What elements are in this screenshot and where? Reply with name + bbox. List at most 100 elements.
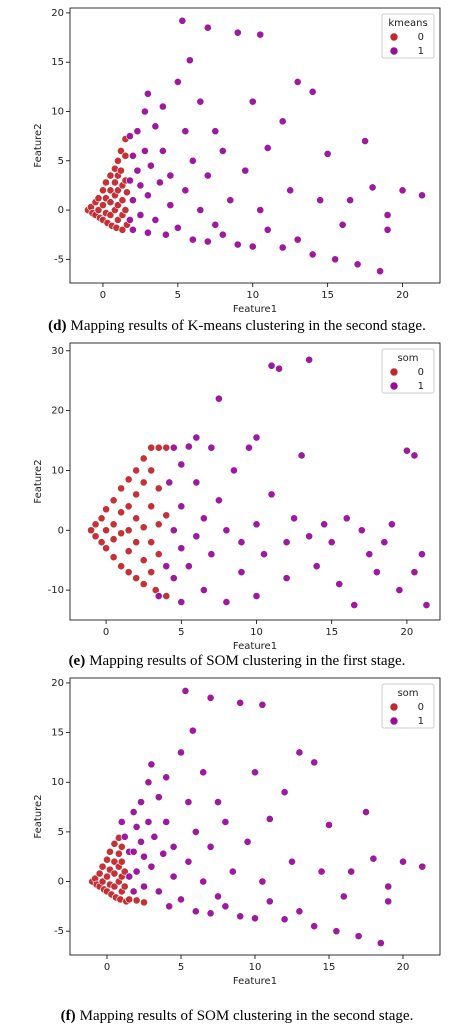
point <box>132 466 141 475</box>
point <box>265 815 274 823</box>
point <box>317 867 326 876</box>
x-tick-label: 20 <box>396 290 409 301</box>
point <box>106 198 115 207</box>
point <box>177 502 186 511</box>
point <box>144 818 153 826</box>
legend-swatch <box>389 381 399 391</box>
point <box>230 466 238 475</box>
y-tick-label: 10 <box>51 465 64 476</box>
point <box>125 895 134 904</box>
point <box>147 760 156 769</box>
point <box>154 550 163 559</box>
point <box>362 808 370 816</box>
point <box>263 225 272 234</box>
point <box>184 562 193 571</box>
point <box>162 511 171 520</box>
point <box>114 201 122 210</box>
legend-swatch <box>389 367 399 377</box>
point <box>395 586 404 594</box>
point <box>117 147 125 155</box>
x-tick-label: 20 <box>397 962 410 973</box>
point <box>106 171 115 180</box>
point <box>181 186 190 195</box>
point <box>354 932 363 941</box>
point <box>147 862 156 871</box>
point <box>166 201 175 210</box>
point <box>258 877 267 886</box>
point <box>124 502 133 511</box>
point <box>106 211 115 219</box>
point <box>218 147 227 155</box>
point <box>237 538 246 547</box>
caption-text: Mapping results of SOM clustering in the… <box>80 1008 414 1024</box>
point <box>346 196 355 205</box>
point <box>357 526 366 535</box>
point <box>387 520 396 529</box>
point <box>403 446 411 455</box>
point <box>120 832 129 841</box>
legend-label: 0 <box>418 367 424 378</box>
x-tick-label: 15 <box>325 627 338 638</box>
point <box>410 451 419 460</box>
point <box>369 854 378 863</box>
x-tick-label: 0 <box>100 290 106 301</box>
point <box>188 235 197 244</box>
point <box>203 23 212 32</box>
point <box>154 484 163 493</box>
point <box>280 915 289 924</box>
point <box>206 909 215 918</box>
point <box>305 355 314 364</box>
point <box>117 529 126 538</box>
point <box>295 748 304 757</box>
point <box>103 855 111 864</box>
point <box>327 538 336 547</box>
y-tick-label: 10 <box>51 777 64 788</box>
point <box>137 837 145 846</box>
y-tick-label: 0 <box>58 205 64 216</box>
point <box>109 553 118 562</box>
point <box>418 191 426 200</box>
point <box>106 847 114 856</box>
point <box>136 181 145 190</box>
point <box>117 508 126 517</box>
point <box>199 586 208 594</box>
legend-label: 0 <box>418 702 424 713</box>
legend-title: som <box>397 688 418 699</box>
point <box>102 544 110 553</box>
caption-label: (f) <box>61 1008 76 1024</box>
point <box>251 914 259 923</box>
y-tick-label: 20 <box>51 8 64 19</box>
plot-frame <box>69 7 441 284</box>
point <box>162 592 171 600</box>
point <box>126 132 134 141</box>
point <box>310 758 319 767</box>
y-axis-label: Feature2 <box>33 123 44 167</box>
point <box>143 191 152 200</box>
y-axis-label: Feature2 <box>33 794 44 838</box>
point <box>384 897 393 906</box>
point <box>245 443 253 452</box>
point <box>125 872 134 881</box>
point <box>132 514 141 523</box>
point <box>109 520 118 529</box>
point <box>178 16 187 25</box>
x-tick-label: 10 <box>246 290 259 301</box>
point <box>111 178 119 187</box>
point <box>139 454 148 463</box>
point <box>132 574 141 583</box>
point <box>91 532 100 541</box>
point <box>236 912 245 921</box>
point <box>137 798 145 807</box>
point <box>228 867 237 876</box>
point <box>129 808 138 816</box>
y-tick-label: 5 <box>58 156 64 167</box>
point <box>129 225 137 234</box>
point <box>129 196 137 205</box>
point <box>103 872 111 881</box>
point <box>332 927 341 936</box>
point <box>248 242 257 251</box>
point <box>233 28 242 37</box>
point <box>126 216 134 224</box>
y-tick-label: 10 <box>51 106 64 117</box>
point <box>206 693 215 702</box>
